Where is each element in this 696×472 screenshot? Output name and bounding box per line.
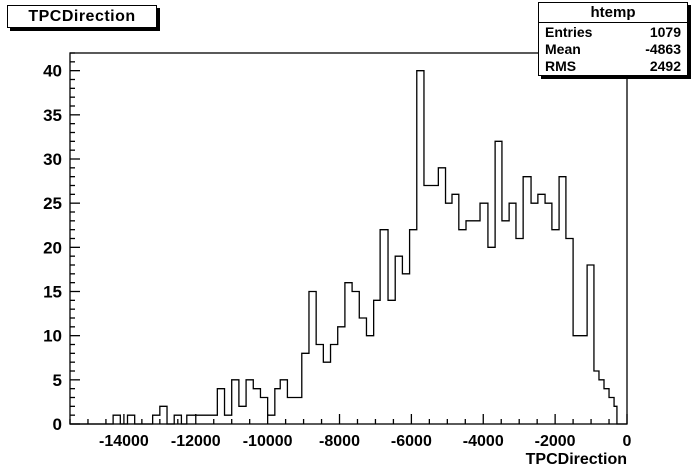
stats-row-label: RMS [545,58,577,74]
x-axis: -14000 -12000 -10000 -8000 -6000 -4000 -2000 0 [69,414,632,450]
histogram-line [70,70,627,425]
x-tick-label: -12000 [171,433,221,450]
y-tick-label: 40 [43,62,62,81]
x-tick-label: -2000 [535,433,576,450]
stats-row: Mean -4863 [545,41,681,58]
stats-row-value: -4863 [645,41,681,57]
stats-row-value: 1079 [649,24,681,40]
stats-row: RMS 2492 [545,58,681,75]
y-tick-label: 20 [43,238,62,257]
x-axis-title: TPCDirection [526,451,627,468]
x-tick-label: -14000 [99,433,149,450]
histogram-title-text: TPCDirection [28,7,136,25]
x-tick-label: -8000 [319,433,360,450]
y-tick-label: 25 [43,194,62,213]
stats-title: htemp [539,3,687,23]
plot-frame [69,52,628,425]
x-tick-label: -6000 [391,433,432,450]
stats-row-label: Entries [545,24,593,40]
x-tick-label: -10000 [243,433,293,450]
y-axis: 0 5 10 15 20 25 30 35 40 [43,52,80,434]
y-tick-label: 5 [53,371,62,390]
y-tick-label: 15 [43,283,62,302]
y-tick-label: 0 [53,415,62,434]
stats-row-label: Mean [545,41,581,57]
stats-row: Entries 1079 [545,24,681,41]
x-tick-label: 0 [623,433,632,450]
y-tick-label: 30 [43,150,62,169]
y-tick-label: 35 [43,106,62,125]
stats-box: htemp Entries 1079 Mean -4863 RMS 2492 [538,2,688,76]
stats-rows: Entries 1079 Mean -4863 RMS 2492 [539,23,687,75]
histogram-title-box: TPCDirection [7,5,157,28]
x-tick-label: -4000 [463,433,504,450]
y-tick-label: 10 [43,327,62,346]
stats-row-value: 2492 [649,58,681,74]
